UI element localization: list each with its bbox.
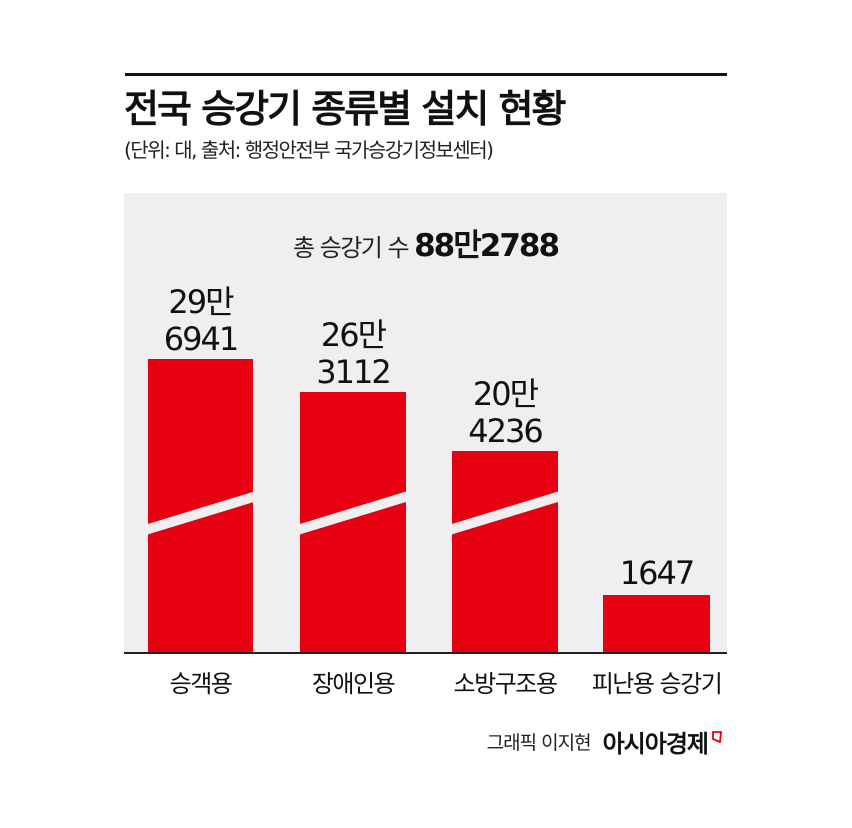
value-label-line2: 3112 xyxy=(316,353,391,391)
category-label-passenger: 승객용 xyxy=(169,670,233,698)
value-label-line1: 26만 xyxy=(320,316,387,354)
brand-name: 아시아경제 xyxy=(602,730,709,758)
total-annotation: 총 승강기 수 88만2788 xyxy=(124,220,727,265)
category-label-disabled: 장애인용 xyxy=(311,670,396,698)
category-label-firefighting: 소방구조용 xyxy=(453,670,558,698)
bar-evacuation xyxy=(603,595,710,653)
value-label-line1: 20만 xyxy=(472,375,539,413)
chart-title: 전국 승강기 종류별 설치 현황 xyxy=(124,87,566,131)
value-label-line2: 1647 xyxy=(619,554,695,592)
value-label-evacuation: 1647 xyxy=(603,555,710,592)
top-rule xyxy=(125,73,727,76)
bar-disabled xyxy=(300,392,406,653)
chart-subtitle: (단위: 대, 출처: 행정안전부 국가승강기정보센터) xyxy=(124,138,494,162)
total-label: 총 승강기 수 xyxy=(292,234,410,262)
value-label-line2: 4236 xyxy=(468,412,543,450)
value-label-line1: 29만 xyxy=(168,283,234,321)
bar-firefighting xyxy=(452,451,558,653)
red-flag-icon xyxy=(712,730,722,743)
bar-passenger xyxy=(148,359,253,653)
value-label-line2: 6941 xyxy=(163,320,239,358)
axis-break xyxy=(452,488,558,537)
axis-break xyxy=(300,488,406,537)
total-value: 88만2788 xyxy=(414,228,560,264)
value-label-firefighting: 20만 4236 xyxy=(452,376,558,450)
graphic-byline: 그래픽 이지현 xyxy=(486,732,592,754)
category-label-evacuation: 피난용 승강기 xyxy=(591,670,723,698)
value-label-disabled: 26만 3112 xyxy=(300,317,406,391)
axis-break xyxy=(148,488,253,537)
x-axis-baseline xyxy=(124,652,727,654)
credit: 그래픽 이지현 아시아경제 xyxy=(487,724,722,759)
value-label-passenger: 29만 6941 xyxy=(148,284,253,358)
